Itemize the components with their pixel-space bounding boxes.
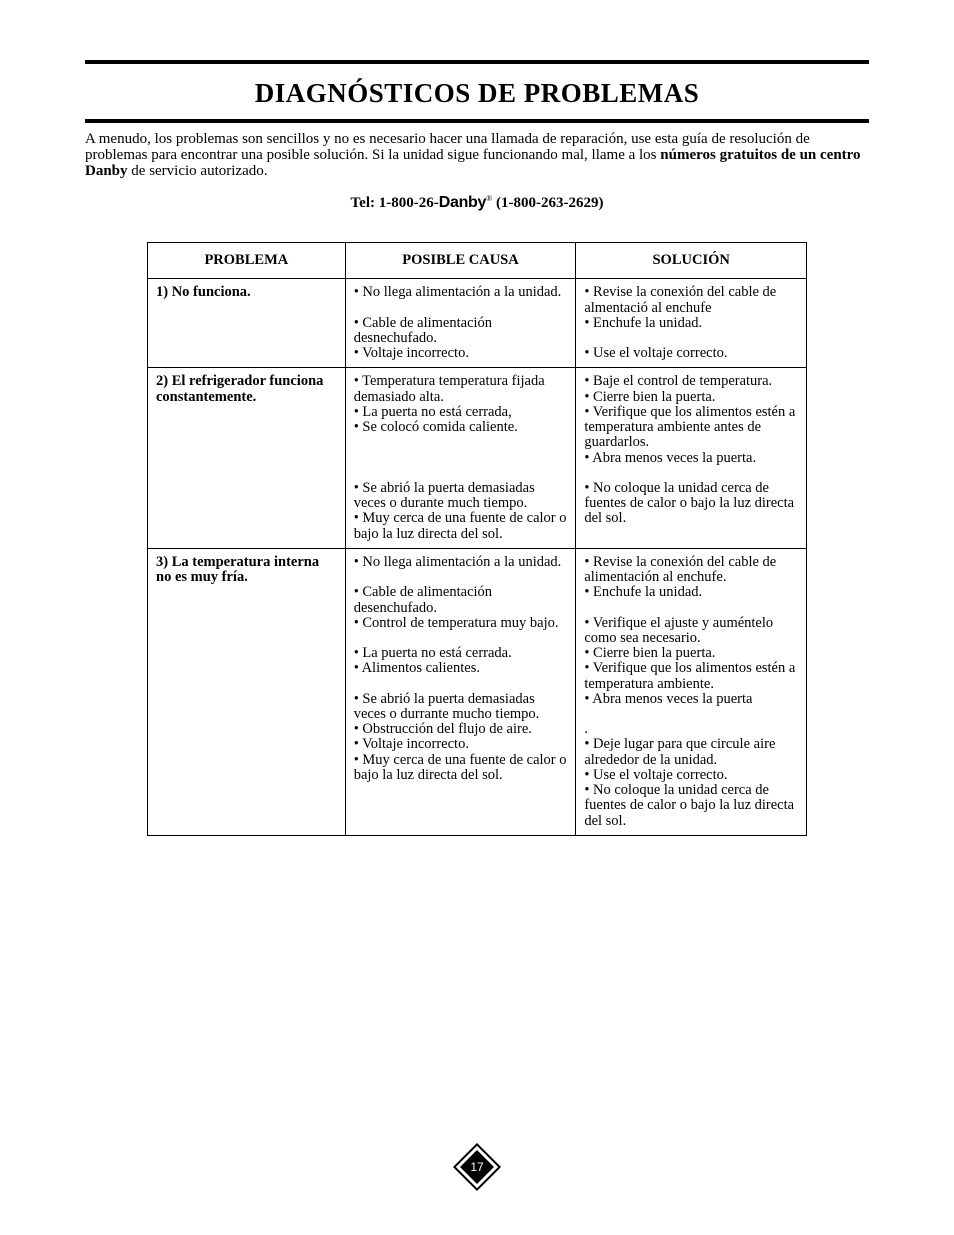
problem-cell: 2) El refrigerador funciona constantemen… (148, 368, 346, 548)
problem-cell: 3) La temperatura interna no es muy fría… (148, 548, 346, 835)
tel-prefix: Tel: 1-800-26- (351, 195, 439, 211)
problem-text: 3) La temperatura interna no es muy fría… (156, 555, 337, 585)
title-underline-rule (85, 119, 869, 123)
page-title: DIAGNÓSTICOS DE PROBLEMAS (85, 78, 869, 109)
page-footer: 17 (0, 1144, 954, 1195)
cause-text: • No llega alimentación a la unidad. • C… (354, 285, 568, 361)
solution-cell: • Revise la conexión del cable de alment… (576, 279, 807, 368)
table-row: 2) El refrigerador funciona constantemen… (148, 368, 807, 548)
solution-text: • Revise la conexión del cable de alment… (584, 285, 798, 361)
danby-logo-text: Danby (439, 194, 486, 211)
page-number: 17 (470, 1160, 483, 1174)
header-solucion: SOLUCIÓN (576, 243, 807, 279)
page-number-diamond-icon: 17 (454, 1144, 500, 1190)
header-problema: PROBLEMA (148, 243, 346, 279)
cause-cell: • Temperatura temperatura fijada demasia… (345, 368, 576, 548)
solution-text: • Revise la conexión del cable de alimen… (584, 555, 798, 829)
solution-cell: • Baje el control de temperatura. • Cier… (576, 368, 807, 548)
intro-paragraph: A menudo, los problemas son sencillos y … (85, 131, 869, 179)
cause-cell: • No llega alimentación a la unidad. • C… (345, 548, 576, 835)
cause-cell: • No llega alimentación a la unidad. • C… (345, 279, 576, 368)
table-row: 3) La temperatura interna no es muy fría… (148, 548, 807, 835)
solution-text: • Baje el control de temperatura. • Cier… (584, 374, 798, 526)
telephone-line: Tel: 1-800-26-Danby® (1-800-263-2629) (85, 194, 869, 212)
problem-text: 2) El refrigerador funciona constantemen… (156, 374, 337, 404)
problem-cell: 1) No funciona. (148, 279, 346, 368)
top-horizontal-rule (85, 60, 869, 64)
troubleshooting-table: PROBLEMA POSIBLE CAUSA SOLUCIÓN 1) No fu… (147, 242, 807, 836)
cause-text: • No llega alimentación a la unidad. • C… (354, 555, 568, 783)
tel-suffix: (1-800-263-2629) (492, 195, 603, 211)
cause-text: • Temperatura temperatura fijada demasia… (354, 374, 568, 541)
table-header-row: PROBLEMA POSIBLE CAUSA SOLUCIÓN (148, 243, 807, 279)
solution-cell: • Revise la conexión del cable de alimen… (576, 548, 807, 835)
intro-text-part2: de servicio autorizado. (128, 163, 268, 179)
table-row: 1) No funciona. • No llega alimentación … (148, 279, 807, 368)
problem-text: 1) No funciona. (156, 285, 337, 300)
header-posible-causa: POSIBLE CAUSA (345, 243, 576, 279)
